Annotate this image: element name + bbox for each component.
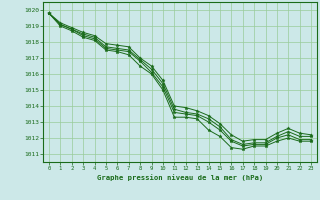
X-axis label: Graphe pression niveau de la mer (hPa): Graphe pression niveau de la mer (hPa) — [97, 174, 263, 181]
